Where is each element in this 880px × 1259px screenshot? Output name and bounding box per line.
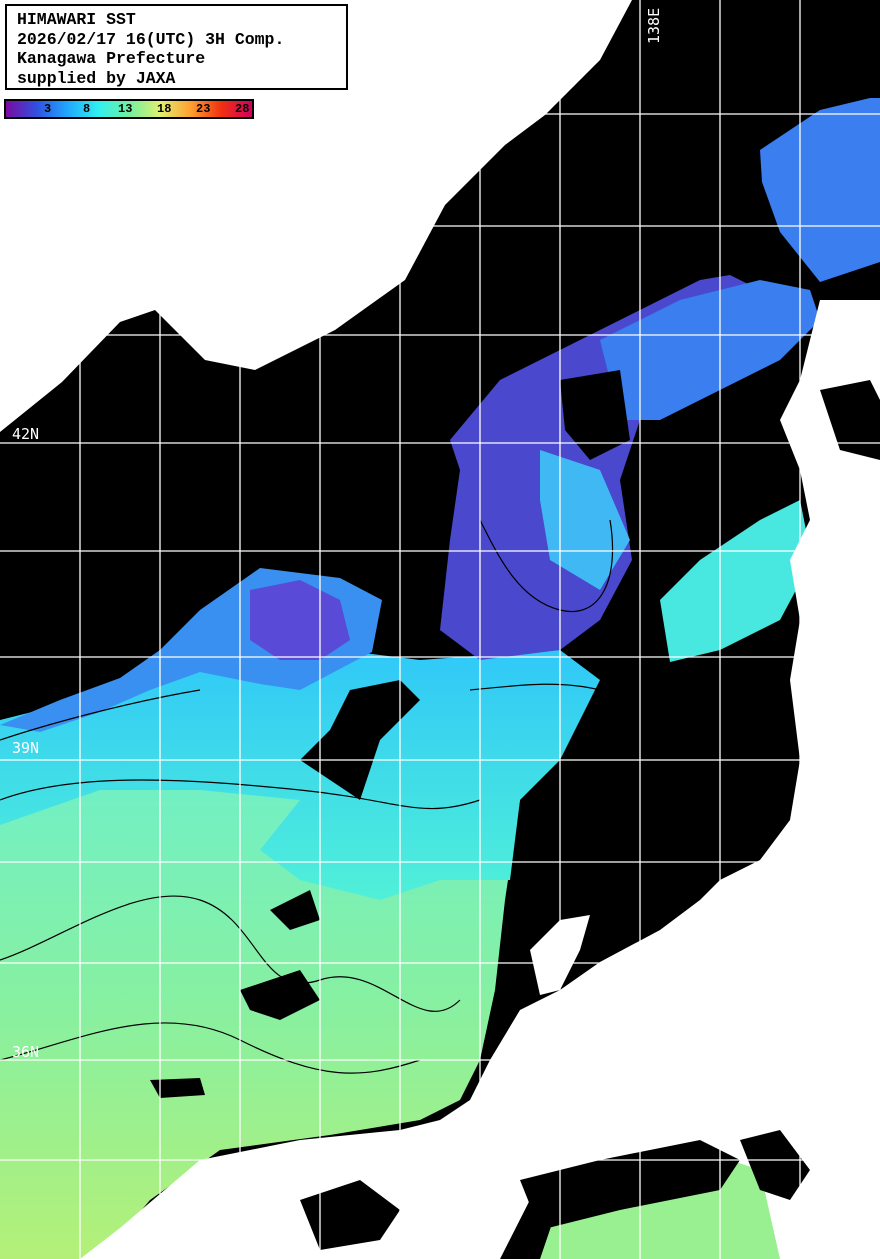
sst-purple-region-west (250, 580, 350, 660)
colorbar-tick: 28 (235, 102, 250, 116)
title-datetime: 2026/02/17 16(UTC) 3H Comp. (17, 29, 285, 49)
title-box: HIMAWARI SST 2026/02/17 16(UTC) 3H Comp.… (5, 4, 348, 90)
latitude-label-42n: 42N (12, 425, 40, 443)
colorbar-tick: 23 (196, 102, 211, 116)
sst-blue-band-north (600, 280, 820, 420)
sst-cyan-patch-central (540, 450, 630, 590)
sst-green-patch-south (540, 1150, 800, 1259)
colorbar-tick: 18 (157, 102, 172, 116)
sst-cyan-region (0, 650, 600, 900)
sst-blue-region-northeast (760, 98, 880, 282)
temperature-colorbar: 3 8 13 18 23 28 (4, 99, 254, 119)
longitude-label-138e: 138E (645, 7, 663, 44)
isotherm-contours (0, 519, 614, 1074)
title-source: supplied by JAXA (17, 68, 176, 88)
colorbar-tick: 3 (44, 102, 52, 116)
colorbar-tick: 13 (118, 102, 133, 116)
colorbar-tick: 8 (83, 102, 91, 116)
land-cloud-masks (300, 380, 880, 1250)
sst-cyan-strip-east (660, 500, 812, 662)
latitude-label-39n: 39N (12, 739, 40, 757)
land-honshu (80, 300, 880, 1259)
title-publisher: Kanagawa Prefecture (17, 49, 206, 68)
latitude-label-36n: 36N (12, 1043, 40, 1061)
cloud-masks (150, 370, 630, 1098)
title-product: HIMAWARI SST (17, 10, 136, 29)
